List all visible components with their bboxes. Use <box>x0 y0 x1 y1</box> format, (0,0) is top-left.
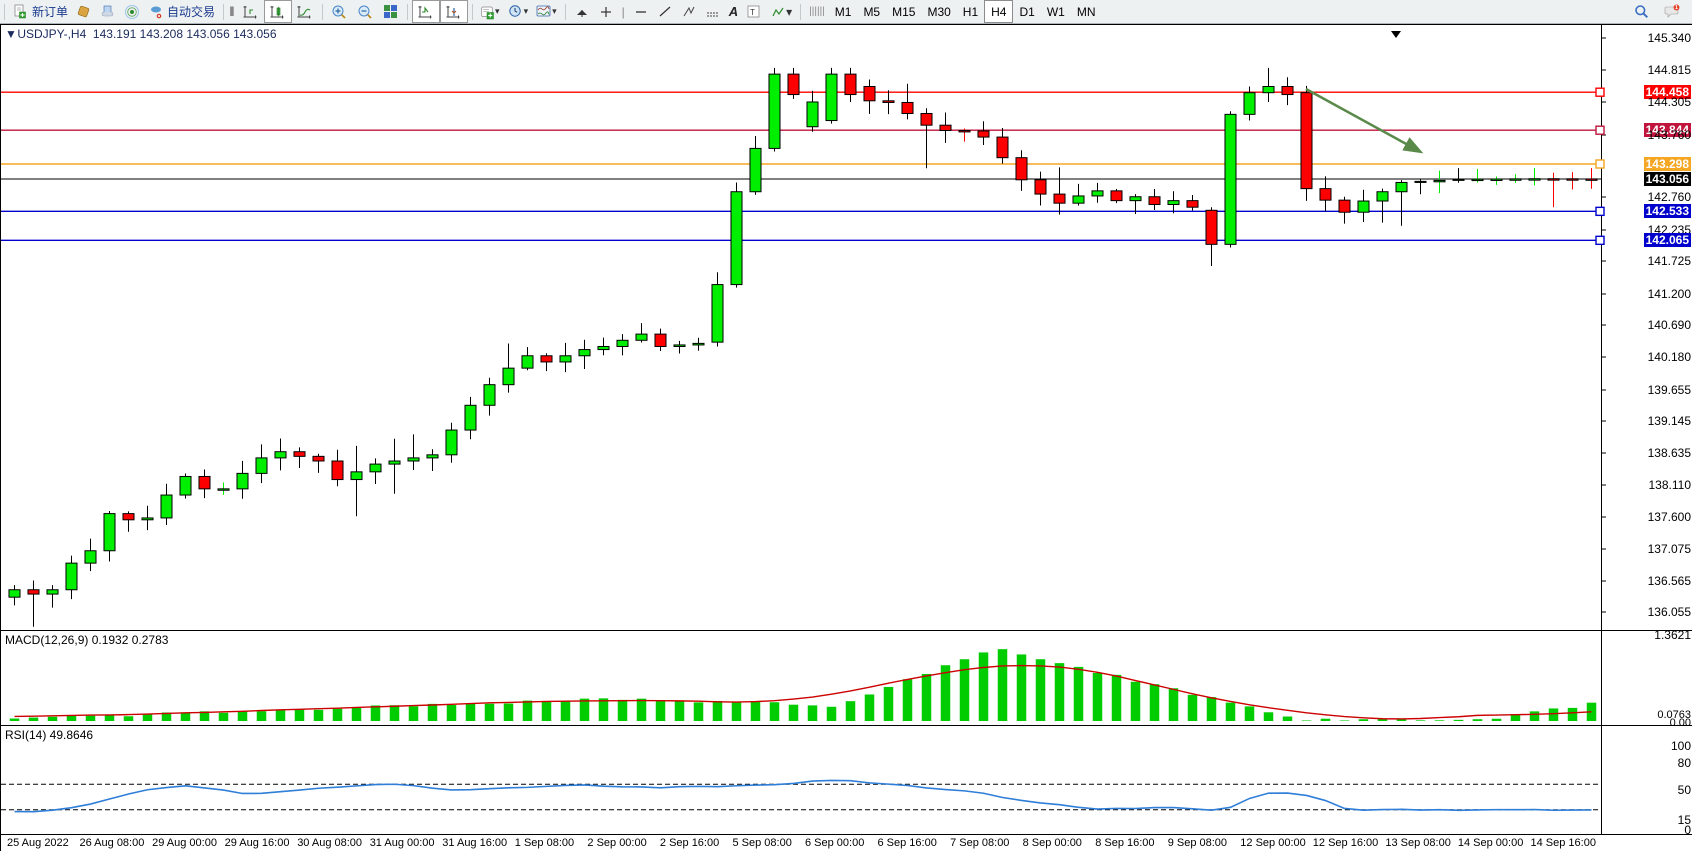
svg-text:T: T <box>750 8 755 17</box>
svg-text:1: 1 <box>1675 4 1678 10</box>
